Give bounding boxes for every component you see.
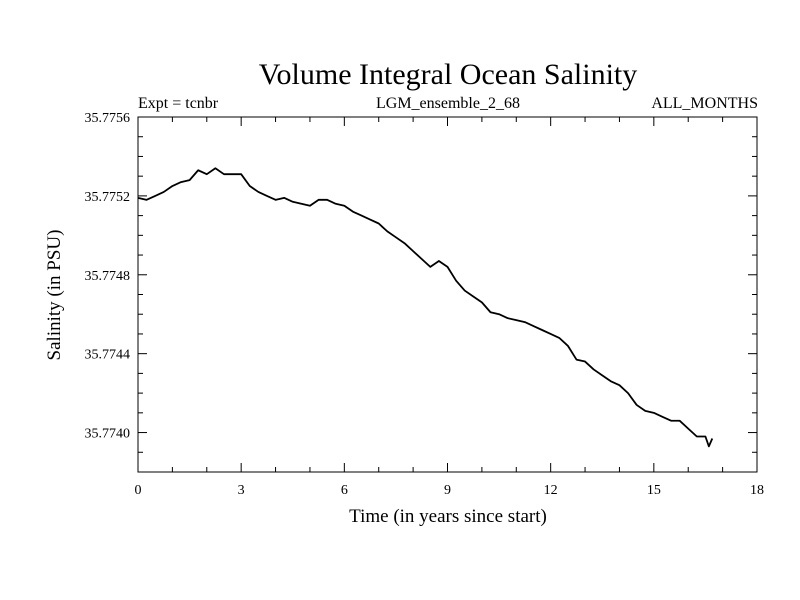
y-tick-label: 35.7748	[85, 269, 131, 284]
x-tick-labels: 0 3 6 9 12 15 18	[135, 483, 765, 498]
y-tick-label: 35.7756	[85, 111, 131, 126]
x-tick-label: 0	[135, 483, 142, 498]
plot-frame	[137, 116, 758, 473]
ensemble-label: LGM_ensemble_2_68	[376, 95, 520, 112]
x-tick-label: 18	[750, 483, 764, 498]
x-tick-label: 12	[544, 483, 558, 498]
y-tick-label: 35.7740	[85, 427, 131, 442]
y-tick-labels: 35.7740 35.7744 35.7748 35.7752 35.7756	[85, 111, 131, 442]
x-tick-label: 9	[444, 483, 451, 498]
x-axis-label: Time (in years since start)	[349, 506, 547, 527]
y-tick-label: 35.7752	[85, 190, 131, 205]
experiment-label: Expt = tcnbr	[138, 95, 219, 112]
x-tick-label: 3	[238, 483, 245, 498]
chart-title: Volume Integral Ocean Salinity	[259, 58, 638, 91]
x-tick-label: 15	[647, 483, 661, 498]
y-tick-label: 35.7744	[85, 348, 131, 363]
axis-ticks	[137, 116, 758, 473]
months-label: ALL_MONTHS	[651, 95, 758, 112]
y-axis-label: Salinity (in PSU)	[44, 230, 65, 361]
x-tick-label: 6	[341, 483, 348, 498]
salinity-series-line	[137, 167, 714, 448]
